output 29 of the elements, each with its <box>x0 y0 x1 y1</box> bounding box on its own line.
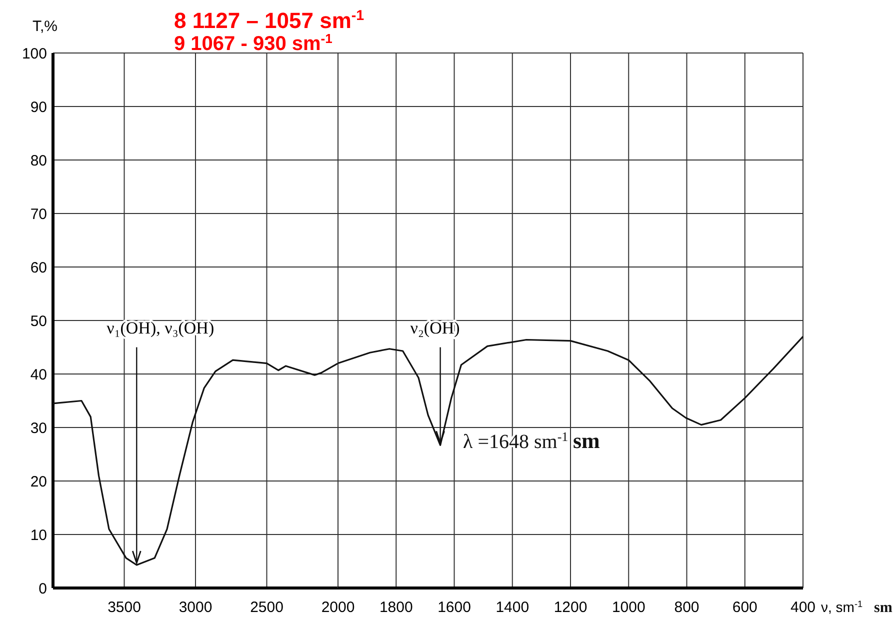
x-tick-label: 400 <box>790 599 816 616</box>
x-tick-label: 3500 <box>108 599 141 616</box>
y-tick-label: 20 <box>30 473 47 490</box>
x-tick-label: 1000 <box>612 599 646 616</box>
y-tick-label: 60 <box>30 259 47 276</box>
x-tick-label: 1600 <box>438 599 471 616</box>
x-tick-label: 2000 <box>321 599 355 616</box>
annotation: 9 1067 - 930 sm$^{-1}$ <box>174 30 332 55</box>
x-tick-label: 1200 <box>554 599 588 616</box>
y-tick-label: 90 <box>30 98 47 116</box>
x-tick-label: 2500 <box>250 599 284 616</box>
y-tick-label: 100 <box>22 45 47 62</box>
annotation: sm <box>573 428 600 453</box>
x-tick-label: 600 <box>732 599 758 616</box>
x-tick-label: 1800 <box>379 599 413 616</box>
x-tick-label: 1400 <box>496 599 530 616</box>
x-tick-label: 3000 <box>178 599 212 616</box>
y-tick-label: 10 <box>30 526 47 544</box>
x-tick-label: 800 <box>674 599 700 616</box>
y-tick-label: 0 <box>38 580 47 598</box>
text: 8 1127 – 1057 sm$^{-1}$ <box>174 8 364 33</box>
y-tick-label: 70 <box>30 206 47 223</box>
x-axis-title: ν, sm$^{-1}$ <box>821 599 863 615</box>
y-tick-label: 80 <box>30 152 47 170</box>
y-tick-label: 40 <box>30 366 47 384</box>
y-tick-label: 30 <box>30 420 47 437</box>
text: sm <box>874 600 893 616</box>
y-tick-label: 50 <box>30 312 47 330</box>
y-axis-title: T,% <box>32 18 58 35</box>
